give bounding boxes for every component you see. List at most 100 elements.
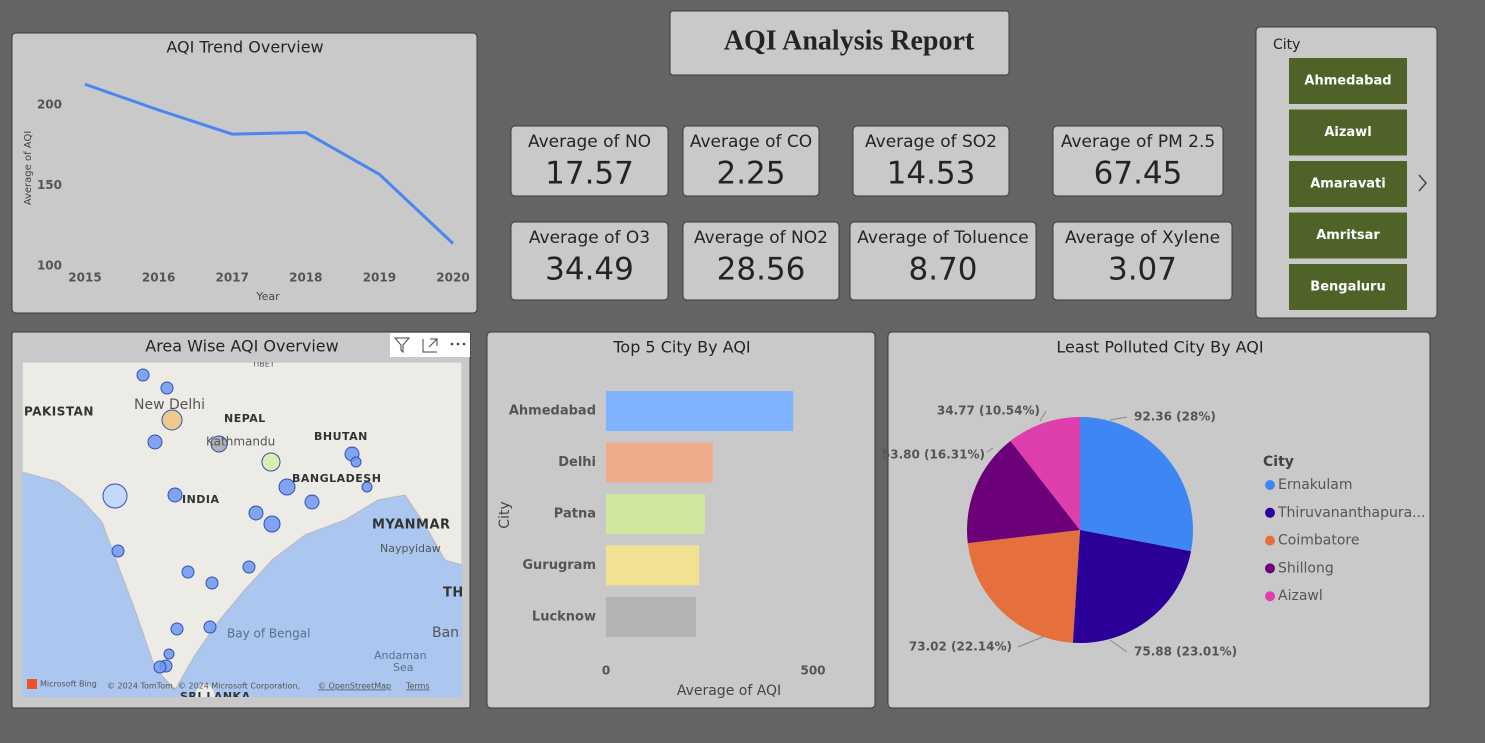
map-bubble [361,481,373,493]
map-bubble [161,409,183,431]
y-tick-label: Ahmedabad [509,404,596,419]
slicer-item-label[interactable]: Bengaluru [1310,280,1385,295]
map-attribution[interactable]: Terms [405,682,430,691]
kpi-card [682,125,820,197]
slicer-item[interactable] [1289,212,1407,259]
x-tick-label: 500 [800,664,825,678]
leader-line [1017,635,1046,648]
map-label: PAKISTAN [24,405,94,419]
map-label: Andaman [374,649,427,662]
kpi-label: Average of Toluence [857,228,1028,248]
kpi-card [510,221,669,301]
slicer-item-label[interactable]: Amritsar [1316,228,1380,243]
kpi-card [852,125,1010,197]
kpi-value: 17.57 [545,156,634,192]
visual-toolbar [390,333,470,357]
bar [606,391,794,431]
chart-title: Top 5 City By AQI [612,338,750,357]
y-tick-label: Patna [554,507,596,522]
pie-slice [1080,417,1193,552]
map-attribution: Microsoft Bing [40,680,97,689]
kpi-label: Average of NO2 [694,228,828,248]
y-tick-label: Delhi [558,455,596,470]
x-tick-label: 2016 [142,271,175,285]
kpi-card [849,221,1037,301]
kpi-card [682,221,840,301]
slicer-item[interactable] [1289,109,1407,156]
kpi-card [1052,125,1224,197]
map-bubble [111,544,125,558]
map-bubble [160,381,174,395]
map-label: Kathmandu [206,435,275,449]
slicer-item[interactable] [1289,264,1407,310]
x-tick-label: 2019 [363,271,396,285]
kpi-label: Average of PM 2.5 [1061,132,1215,152]
bar [606,597,696,637]
legend-marker [1265,535,1275,546]
slicer-item[interactable] [1289,161,1407,207]
bar [606,494,705,534]
more-icon[interactable] [450,342,466,346]
pie-slice [1072,530,1191,643]
legend-marker [1265,591,1275,602]
map-bubble [210,435,228,453]
bar [606,545,700,586]
kpi-value: 8.70 [908,252,977,288]
map-bubble [102,483,128,509]
leader-line [1109,639,1128,653]
legend-label: Ernakulam [1278,477,1352,493]
map-bubble [248,505,264,521]
pie-slice [967,440,1080,544]
trend-line [84,82,455,245]
y-tick-label: 200 [37,98,62,112]
slicer-item[interactable] [1289,58,1407,104]
x-tick-label: 0 [602,664,610,678]
map-label: New Delhi [134,397,205,413]
map-label: Bay of Bengal [227,627,310,641]
pie-slice [1010,417,1080,530]
y-tick-label: Gurugram [522,558,596,573]
map-bubble [163,648,175,660]
trend-panel [11,32,478,314]
map-label: SRI LANKA [180,690,251,703]
focus-icon[interactable] [422,338,438,353]
kpi-value: 2.25 [716,156,785,192]
y-tick-label: 100 [37,259,62,273]
land [22,362,462,691]
map-label: TIBET [251,360,275,369]
slicer-next[interactable] [1418,174,1427,192]
kpi-value: 34.49 [545,252,634,288]
map-bubble [167,487,183,503]
kpi-label: Average of Xylene [1065,228,1220,248]
kpi-value: 3.07 [1108,252,1177,288]
map-bubble [205,576,219,590]
map-bubble [278,478,296,496]
map-label: BANGLADESH [292,472,381,485]
map-bubble [181,565,195,579]
kpi-value: 14.53 [887,156,976,192]
x-tick-label: 2015 [68,271,101,285]
filter-icon[interactable] [393,337,411,354]
map-attribution[interactable]: © OpenStreetMap [318,682,391,691]
x-tick-label: 2017 [215,271,248,285]
y-tick-label: 150 [37,178,62,192]
slicer-item-label[interactable]: Amaravati [1310,177,1385,192]
legend-label: Aizawl [1278,588,1323,604]
map-area: TIBET PAKISTAN New Delhi NEPAL Kathmandu… [22,360,462,703]
kpi-label: Average of NO [528,132,651,152]
report-title: AQI Analysis Report [724,25,975,56]
map-bubble [170,622,184,636]
map-title: Area Wise AQI Overview [145,337,338,356]
slicer-item-label[interactable]: Ahmedabad [1304,74,1391,89]
data-label: 73.02 (22.14%) [909,640,1012,654]
legend-label: Shillong [1278,560,1334,576]
map-label: Ban [432,625,459,641]
map-label: Sea [393,661,414,674]
map-label: NEPAL [224,412,266,425]
legend-marker [1265,507,1275,518]
slicer-item-label[interactable]: Aizawl [1324,125,1371,140]
x-tick-label: 2018 [289,271,322,285]
y-axis-label: City [497,501,513,528]
x-axis-label: Year [255,290,280,303]
